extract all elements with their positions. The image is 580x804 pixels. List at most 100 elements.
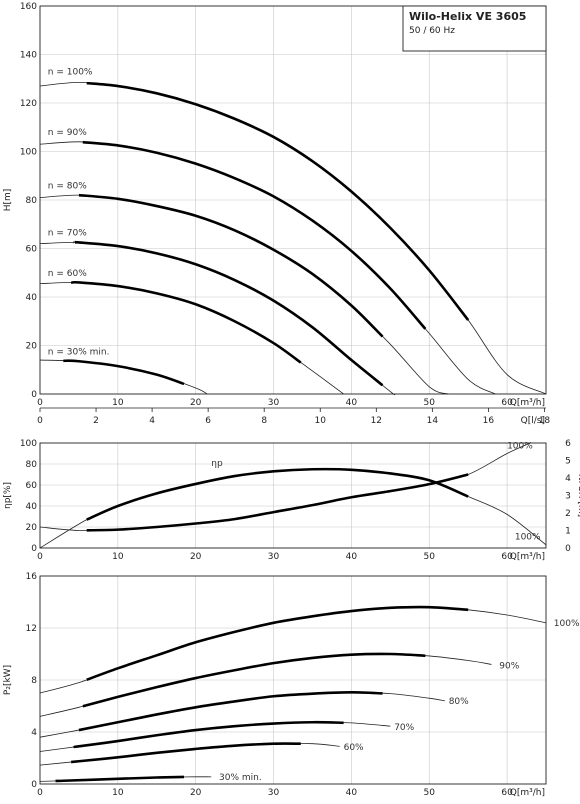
curve-operating-head-4 bbox=[70, 280, 302, 364]
y-tick-label: 80 bbox=[26, 460, 38, 470]
chart-title: Wilo-Helix VE 3605 bbox=[409, 10, 526, 23]
curve-operating-power-1 bbox=[82, 652, 426, 708]
secondary-x-tick-label: 10 bbox=[315, 416, 327, 426]
y-tick-label: 20 bbox=[26, 342, 38, 352]
grid-layer bbox=[39, 5, 547, 785]
y-tick-label: 40 bbox=[26, 293, 38, 303]
y-tick-label: 140 bbox=[20, 51, 37, 61]
y-tick-label: 4 bbox=[31, 728, 37, 738]
curve-operating-power-0 bbox=[86, 605, 469, 681]
x-tick-label: 40 bbox=[346, 788, 358, 798]
secondary-x-tick-label: 2 bbox=[93, 416, 99, 426]
y-tick-label: 16 bbox=[26, 572, 38, 582]
curve-efficiency_npsh-1 bbox=[39, 442, 531, 532]
y-axis-label: ηp[%] bbox=[3, 482, 13, 509]
x-tick-label: 0 bbox=[37, 398, 43, 408]
x-tick-label: 20 bbox=[190, 398, 202, 408]
x-tick-label: 40 bbox=[346, 552, 358, 562]
curve-operating-head-2 bbox=[78, 193, 384, 338]
series-label: n = 100% bbox=[48, 67, 93, 77]
y-right-tick-label: 4 bbox=[565, 474, 571, 484]
x-tick-label: 30 bbox=[268, 398, 280, 408]
curve-operating-power-2 bbox=[78, 691, 383, 732]
curve-operating-head-0 bbox=[86, 81, 470, 321]
curve-operating-efficiency_npsh-1 bbox=[86, 473, 469, 532]
x-tick-label: 60 bbox=[501, 552, 513, 562]
curve-operating-head-3 bbox=[73, 240, 384, 387]
y-tick-label: 160 bbox=[20, 2, 37, 12]
x-tick-label: 20 bbox=[190, 788, 202, 798]
series-label: 70% bbox=[394, 723, 414, 733]
curve-operating-head-1 bbox=[82, 140, 427, 330]
curve-operating-efficiency_npsh-0 bbox=[86, 467, 469, 521]
y-tick-label: 0 bbox=[31, 544, 37, 554]
y-right-tick-label: 3 bbox=[565, 492, 571, 502]
curve-operating-power-4 bbox=[71, 742, 301, 764]
y-tick-label: 120 bbox=[20, 99, 37, 109]
y-axis-label: H[m] bbox=[3, 189, 13, 212]
curve-operating-power-3 bbox=[73, 720, 344, 749]
annotation-label: 100% bbox=[515, 533, 541, 543]
x-tick-label: 20 bbox=[190, 552, 202, 562]
y-right-tick-label: 6 bbox=[565, 439, 571, 449]
series-label: 100% bbox=[554, 619, 580, 629]
x-tick-label: 10 bbox=[112, 552, 124, 562]
series-label: n = 70% bbox=[48, 229, 87, 239]
secondary-x-tick-label: 16 bbox=[483, 416, 495, 426]
plot-frame bbox=[39, 575, 547, 785]
x-tick-label: 60 bbox=[501, 398, 513, 408]
annotation-label: 100% bbox=[507, 441, 533, 451]
series-label: 60% bbox=[344, 743, 364, 753]
series-label: ηp bbox=[211, 459, 223, 469]
y-tick-label: 100 bbox=[20, 439, 37, 449]
curve-head-5 bbox=[39, 359, 208, 395]
x-tick-label: 50 bbox=[424, 788, 436, 798]
x-tick-label: 50 bbox=[424, 552, 436, 562]
x-tick-label: 40 bbox=[346, 398, 358, 408]
y-right-tick-label: 1 bbox=[565, 527, 571, 537]
y-tick-label: 20 bbox=[26, 523, 38, 533]
series-label: 90% bbox=[499, 662, 519, 672]
plot-frame bbox=[39, 5, 547, 395]
x-axis-label: Q[m³/h] bbox=[510, 552, 545, 562]
y-tick-label: 8 bbox=[31, 676, 37, 686]
plot-frame bbox=[39, 442, 547, 549]
series-label: 30% min. bbox=[219, 773, 262, 783]
title-box: Wilo-Helix VE 3605 50 / 60 Hz bbox=[402, 5, 547, 52]
secondary-x-tick-label: 14 bbox=[427, 416, 439, 426]
y-tick-label: 100 bbox=[20, 148, 37, 158]
x-tick-label: 10 bbox=[112, 788, 124, 798]
x-tick-label: 50 bbox=[424, 398, 436, 408]
series-label: n = 60% bbox=[48, 269, 87, 279]
curve-head-4 bbox=[39, 281, 344, 395]
y-tick-label: 80 bbox=[26, 196, 38, 206]
curve-operating-head-5 bbox=[63, 359, 185, 386]
x-tick-label: 10 bbox=[112, 398, 124, 408]
secondary-x-tick-label: 18 bbox=[539, 416, 551, 426]
x-tick-label: 60 bbox=[501, 788, 513, 798]
x-tick-label: 0 bbox=[37, 788, 43, 798]
secondary-x-tick-label: 0 bbox=[37, 416, 43, 426]
series-label: n = 80% bbox=[48, 181, 87, 191]
y-tick-label: 60 bbox=[26, 481, 38, 491]
y-right-tick-label: 5 bbox=[565, 457, 571, 467]
y-right-axis-label: NPSH [m] bbox=[576, 474, 580, 517]
secondary-x-axis-label: Q[l/s] bbox=[521, 416, 545, 426]
y-right-tick-label: 2 bbox=[565, 509, 571, 519]
y-tick-label: 60 bbox=[26, 245, 38, 255]
x-axis-label: Q[m³/h] bbox=[510, 788, 545, 798]
secondary-x-tick-label: 8 bbox=[261, 416, 267, 426]
y-tick-label: 12 bbox=[26, 624, 37, 634]
y-tick-label: 40 bbox=[26, 502, 38, 512]
x-tick-label: 0 bbox=[37, 552, 43, 562]
x-tick-label: 30 bbox=[268, 788, 280, 798]
text-layer: 0 10 20 30 40 50 60020406080100120140160H[m]Q[… bbox=[3, 2, 580, 798]
y-axis-label: P₂[kW] bbox=[3, 665, 13, 695]
secondary-x-tick-label: 6 bbox=[205, 416, 211, 426]
curve-head-0 bbox=[39, 81, 547, 395]
curves-layer bbox=[39, 81, 547, 783]
series-label: n = 90% bbox=[48, 128, 87, 138]
y-tick-label: 0 bbox=[31, 390, 37, 400]
series-label: n = 30% min. bbox=[48, 348, 110, 358]
